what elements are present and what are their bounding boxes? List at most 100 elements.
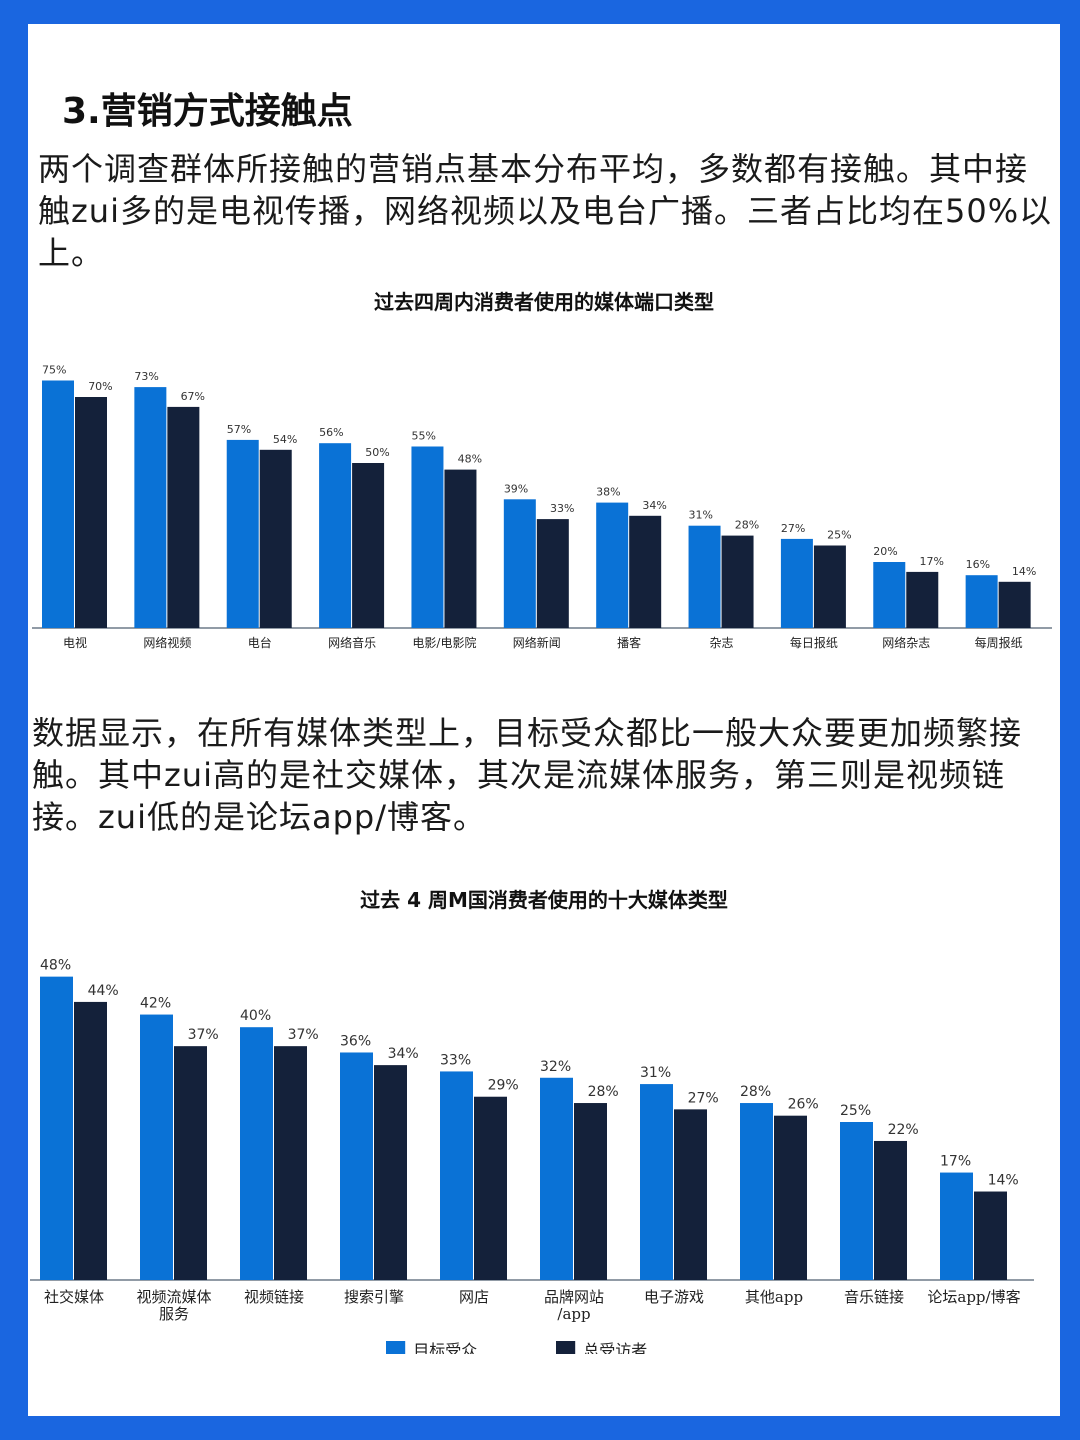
data-label: 38% xyxy=(596,486,620,499)
category-label: /app xyxy=(557,1305,590,1323)
bar-target-5 xyxy=(411,446,444,628)
data-label: 40% xyxy=(240,1008,271,1024)
data-label: 48% xyxy=(458,453,482,466)
category-label: 网络新闻 xyxy=(513,635,561,650)
bar-total-10 xyxy=(974,1191,1007,1280)
bar-total-3 xyxy=(259,449,292,628)
bar-target-3 xyxy=(226,439,259,628)
data-label: 27% xyxy=(781,522,805,535)
category-label: 音乐链接 xyxy=(844,1288,904,1306)
bar-target-11 xyxy=(965,575,998,628)
category-label: 每日报纸 xyxy=(790,635,838,650)
category-label: 网络视频 xyxy=(143,635,191,650)
data-label: 67% xyxy=(181,390,205,403)
section-heading: 3.营销方式接触点 xyxy=(62,91,353,132)
category-label: 品牌网站 xyxy=(544,1288,604,1306)
category-label: 社交媒体 xyxy=(44,1288,104,1306)
data-label: 44% xyxy=(88,983,119,999)
data-label: 22% xyxy=(888,1122,919,1138)
bar-total-3 xyxy=(274,1046,307,1280)
data-label: 36% xyxy=(340,1033,371,1049)
data-label: 28% xyxy=(735,519,759,532)
data-label: 48% xyxy=(40,958,71,974)
bar-total-10 xyxy=(906,571,939,628)
bar-total-6 xyxy=(574,1103,607,1280)
data-label: 73% xyxy=(134,370,158,383)
content-card: 3.营销方式接触点 两个调查群体所接触的营销点基本分布平均，多数都有接触。其中接… xyxy=(28,24,1060,1416)
category-label: 论坛app/博客 xyxy=(927,1288,1020,1306)
data-label: 28% xyxy=(740,1084,771,1100)
intro-paragraph: 两个调查群体所接触的营销点基本分布平均，多数都有接触。其中接触zui多的是电视传… xyxy=(38,150,1053,272)
bar-target-2 xyxy=(140,1014,173,1280)
data-label: 17% xyxy=(940,1154,971,1170)
bar-target-1 xyxy=(40,976,73,1280)
data-label: 27% xyxy=(688,1090,719,1106)
data-label: 54% xyxy=(273,433,297,446)
bar-target-6 xyxy=(503,499,536,628)
bar-target-9 xyxy=(780,538,813,628)
data-label: 34% xyxy=(388,1046,419,1062)
bar-total-9 xyxy=(874,1140,907,1280)
bar-target-8 xyxy=(688,525,721,628)
data-label: 32% xyxy=(540,1059,571,1075)
data-label: 17% xyxy=(919,555,943,568)
bar-total-4 xyxy=(374,1065,407,1280)
analysis-paragraph: 数据显示，在所有媒体类型上，目标受众都比一般大众要更加频繁接触。其中zui高的是… xyxy=(32,714,1023,836)
category-label: 网络杂志 xyxy=(882,635,930,650)
data-label: 33% xyxy=(550,502,574,515)
data-label: 39% xyxy=(504,482,528,495)
data-label: 55% xyxy=(411,430,435,443)
data-label: 70% xyxy=(88,380,112,393)
bar-target-6 xyxy=(540,1077,573,1280)
bar-target-1 xyxy=(42,380,74,628)
bar-target-5 xyxy=(440,1071,473,1280)
bar-total-1 xyxy=(75,397,107,628)
bar-target-3 xyxy=(240,1027,273,1280)
bar-total-9 xyxy=(813,545,846,628)
legend-label: 总受访者 xyxy=(583,1341,647,1354)
data-label: 25% xyxy=(840,1103,871,1119)
bar-target-7 xyxy=(640,1084,673,1280)
data-label: 31% xyxy=(689,509,713,522)
bar-total-7 xyxy=(629,515,662,628)
category-label: 电台 xyxy=(248,635,272,650)
data-label: 34% xyxy=(642,499,666,512)
data-label: 37% xyxy=(288,1027,319,1043)
chart1-title: 过去四周内消费者使用的媒体端口类型 xyxy=(374,290,714,314)
bar-target-4 xyxy=(319,443,352,628)
data-label: 57% xyxy=(227,423,251,436)
legend-swatch-total xyxy=(556,1341,576,1354)
bar-target-10 xyxy=(940,1172,973,1280)
bar-target-8 xyxy=(740,1103,773,1280)
chart1-media-ports: 75% 70% 电视 73% 67% 网络视频 57% 54% 电台 56% 50% 网络音乐 55% 4… xyxy=(32,364,1052,650)
legend-label: 目标受众 xyxy=(413,1341,477,1354)
data-label: 26% xyxy=(788,1097,819,1113)
bar-total-1 xyxy=(74,1001,107,1280)
data-label: 14% xyxy=(1012,565,1036,578)
data-label: 25% xyxy=(827,529,851,542)
category-label: 网络音乐 xyxy=(328,635,376,650)
category-label: 电视 xyxy=(63,635,87,650)
data-label: 42% xyxy=(140,996,171,1012)
data-label: 33% xyxy=(440,1052,471,1068)
category-label: 电影/电影院 xyxy=(412,636,476,650)
data-label: 14% xyxy=(988,1173,1019,1189)
data-label: 29% xyxy=(488,1078,519,1094)
category-label: 电子游戏 xyxy=(644,1288,704,1306)
bar-total-2 xyxy=(174,1046,207,1280)
bar-target-9 xyxy=(840,1122,873,1280)
data-label: 37% xyxy=(188,1027,219,1043)
data-label: 28% xyxy=(588,1084,619,1100)
bar-target-2 xyxy=(134,387,167,628)
bar-total-7 xyxy=(674,1109,707,1280)
bar-total-5 xyxy=(444,469,477,628)
category-label: 杂志 xyxy=(710,636,734,650)
category-label: 每周报纸 xyxy=(975,635,1023,650)
bar-total-11 xyxy=(998,581,1031,628)
bar-target-7 xyxy=(596,502,629,628)
data-label: 16% xyxy=(966,558,990,571)
data-label: 50% xyxy=(365,446,389,459)
category-label: 播客 xyxy=(617,635,641,650)
bar-target-10 xyxy=(873,562,906,628)
